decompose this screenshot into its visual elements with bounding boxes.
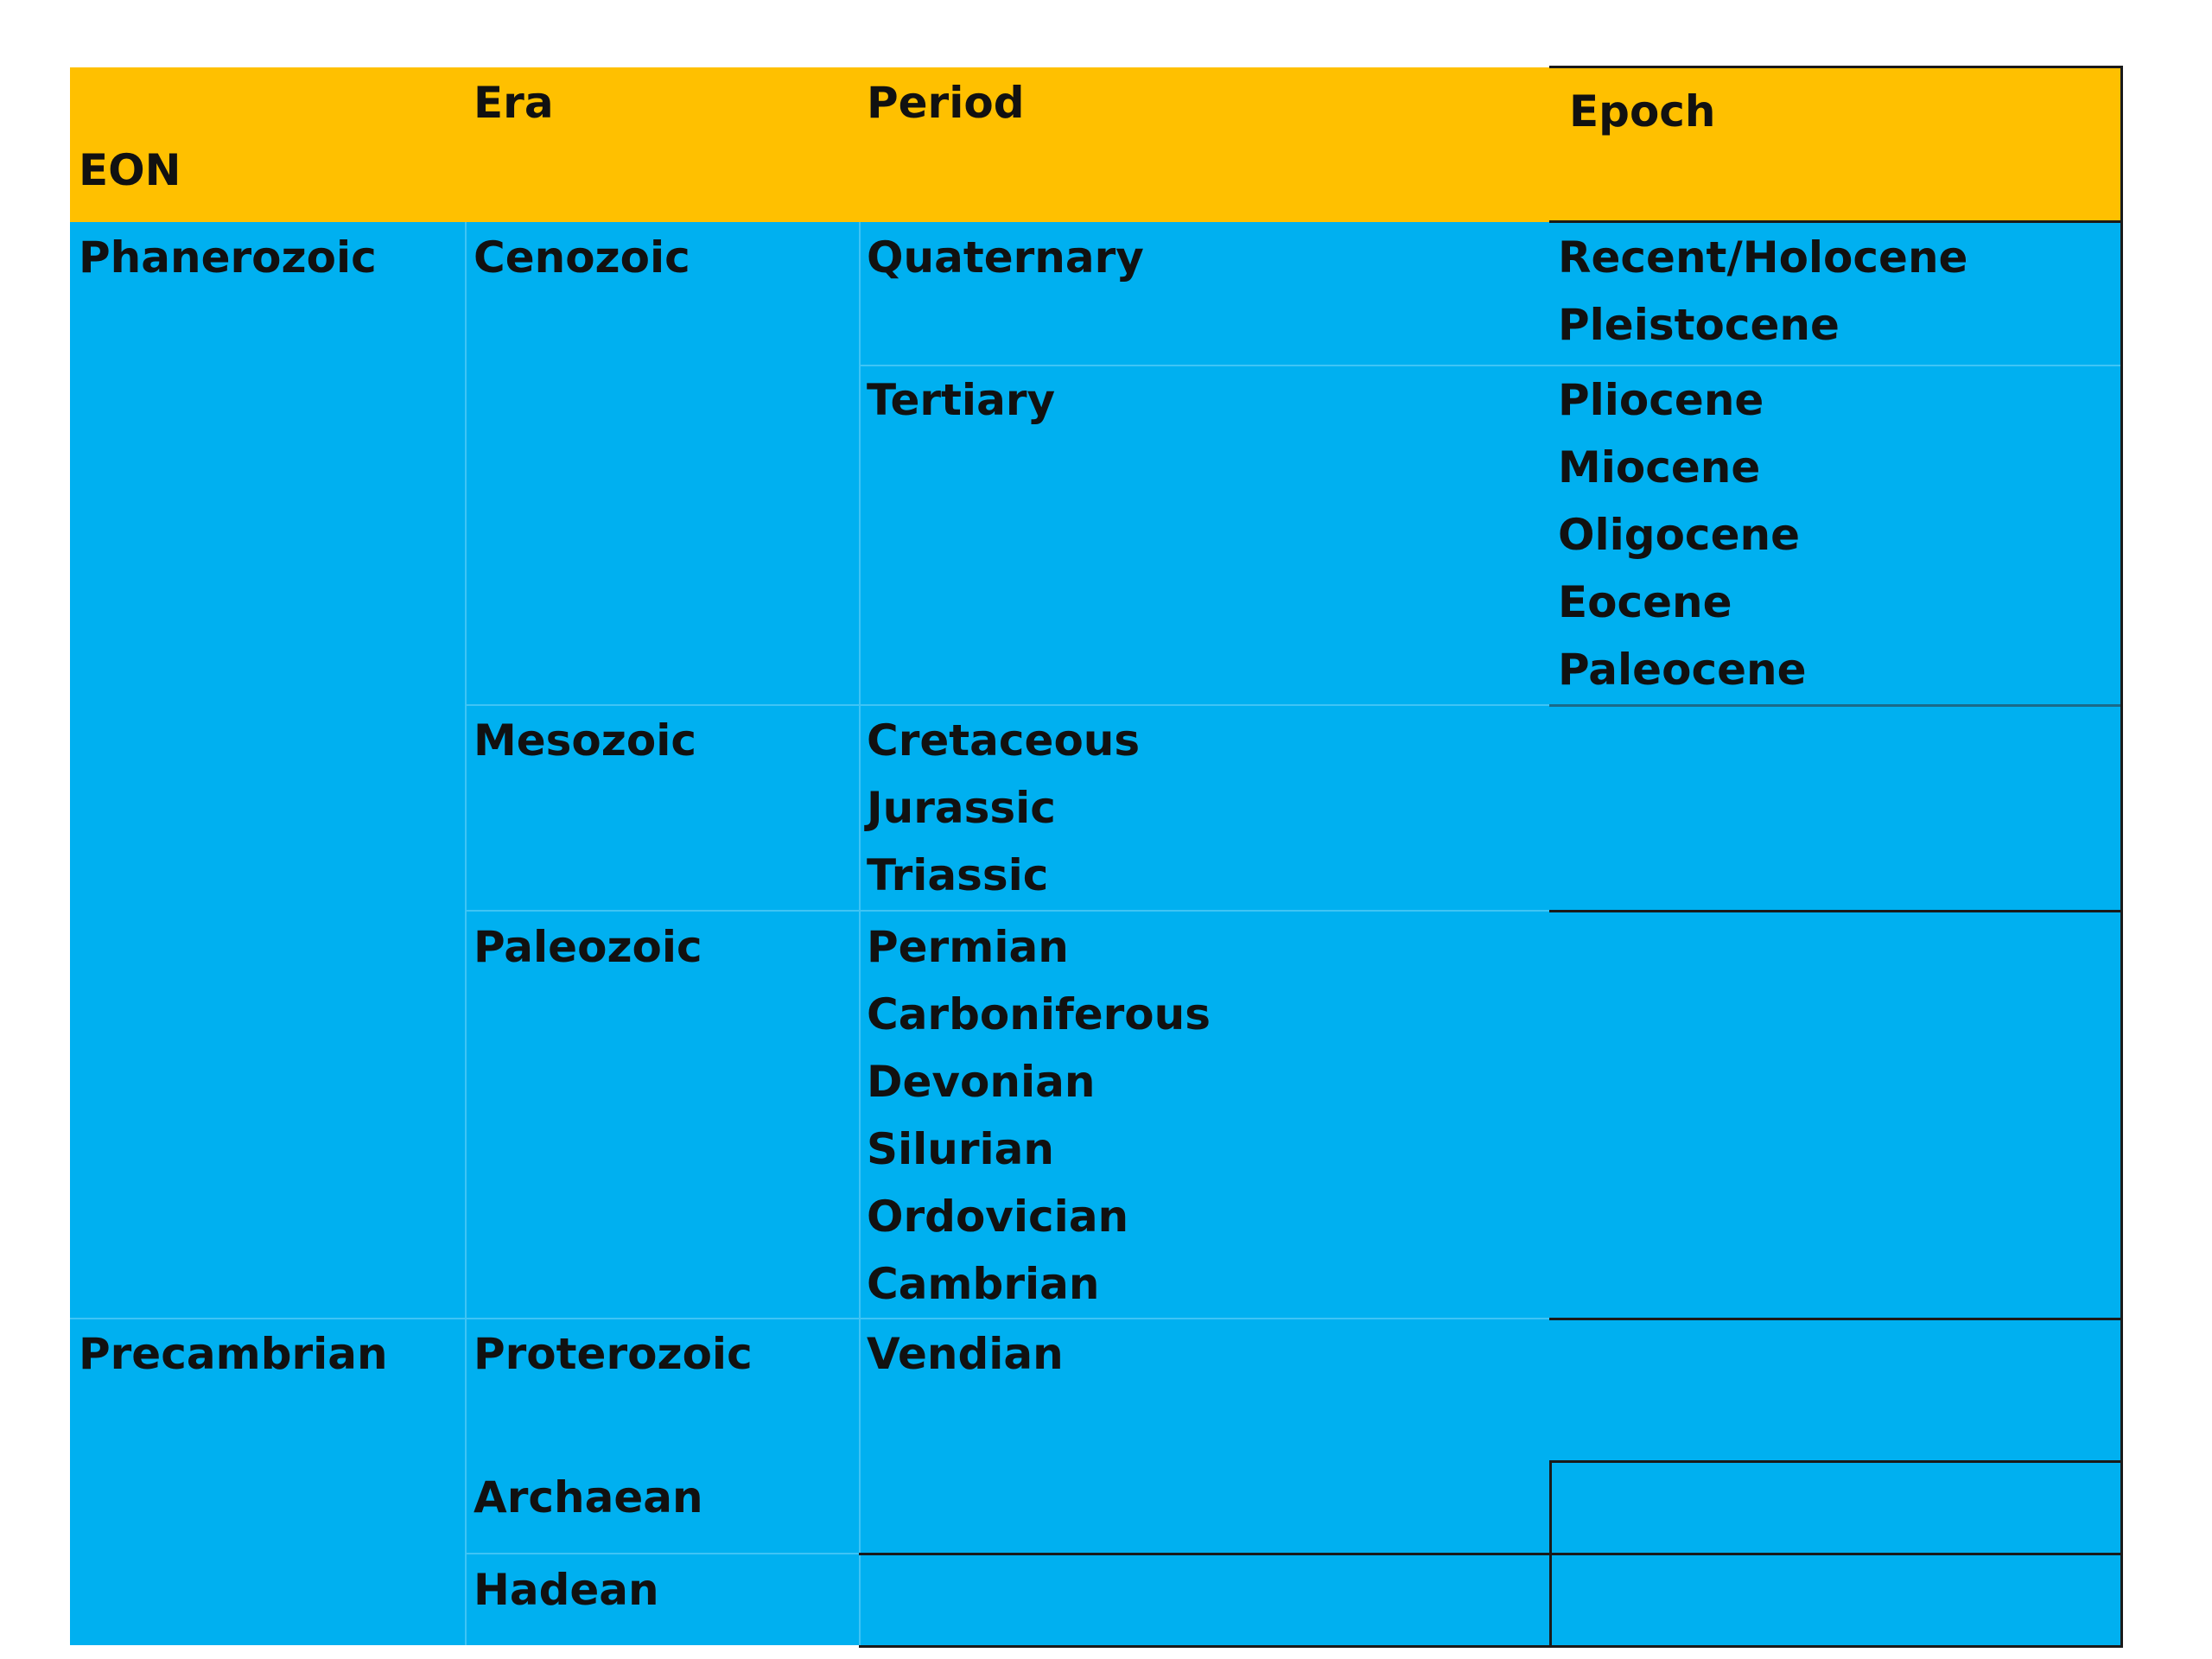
era-cell: Proterozoic: [474, 1329, 753, 1379]
border: [859, 1553, 2120, 1555]
epoch-cell: Eocene: [1558, 577, 1732, 627]
row-divider: [465, 910, 1549, 912]
period-cell: Carboniferous: [867, 989, 1211, 1039]
period-cell: Cambrian: [867, 1259, 1100, 1309]
period-cell: Quaternary: [867, 232, 1144, 283]
border: [2120, 66, 2123, 1647]
period-cell: Triassic: [867, 850, 1049, 900]
period-cell: Jurassic: [867, 783, 1056, 833]
border: [1549, 220, 2122, 223]
eon-cell: Precambrian: [79, 1329, 388, 1379]
border: [1549, 1318, 2120, 1320]
row-divider: [70, 1318, 1549, 1319]
epoch-cell: Paleocene: [1558, 645, 1807, 695]
era-cell: Cenozoic: [474, 232, 690, 283]
period-cell: Tertiary: [867, 375, 1056, 425]
row-divider: [465, 1553, 859, 1554]
epoch-cell: Miocene: [1558, 442, 1761, 493]
period-cell: Devonian: [867, 1057, 1096, 1107]
period-cell: Vendian: [867, 1329, 1064, 1379]
border: [1549, 1460, 1552, 1645]
header-cell: EON: [79, 145, 181, 195]
body: [70, 222, 2120, 1645]
epoch-cell: Pliocene: [1558, 375, 1764, 425]
border: [1549, 704, 2120, 707]
era-cell: Mesozoic: [474, 715, 697, 766]
border: [1549, 66, 2122, 68]
header-cell: Epoch: [1569, 86, 1716, 137]
epoch-cell: Oligocene: [1558, 510, 1800, 560]
epoch-cell: Recent/Holocene: [1558, 232, 1968, 283]
header-cell: Period: [867, 78, 1025, 128]
epoch-cell: Pleistocene: [1558, 300, 1840, 350]
border: [1549, 1460, 2120, 1463]
era-cell: Paleozoic: [474, 922, 702, 972]
period-cell: Cretaceous: [867, 715, 1141, 766]
header-cell: Era: [474, 78, 554, 128]
header-row: [70, 67, 2120, 222]
eon-cell: Phanerozoic: [79, 232, 377, 283]
period-cell: Permian: [867, 922, 1069, 972]
period-cell: Silurian: [867, 1124, 1055, 1174]
row-divider: [859, 365, 2120, 366]
era-cell: Hadean: [474, 1565, 659, 1615]
period-cell: Ordovician: [867, 1192, 1129, 1242]
border: [859, 1645, 2123, 1648]
row-divider: [465, 704, 1549, 706]
col-divider: [859, 222, 861, 1645]
era-cell: Archaean: [474, 1472, 703, 1522]
border: [1549, 910, 2120, 912]
col-divider: [465, 222, 467, 1645]
